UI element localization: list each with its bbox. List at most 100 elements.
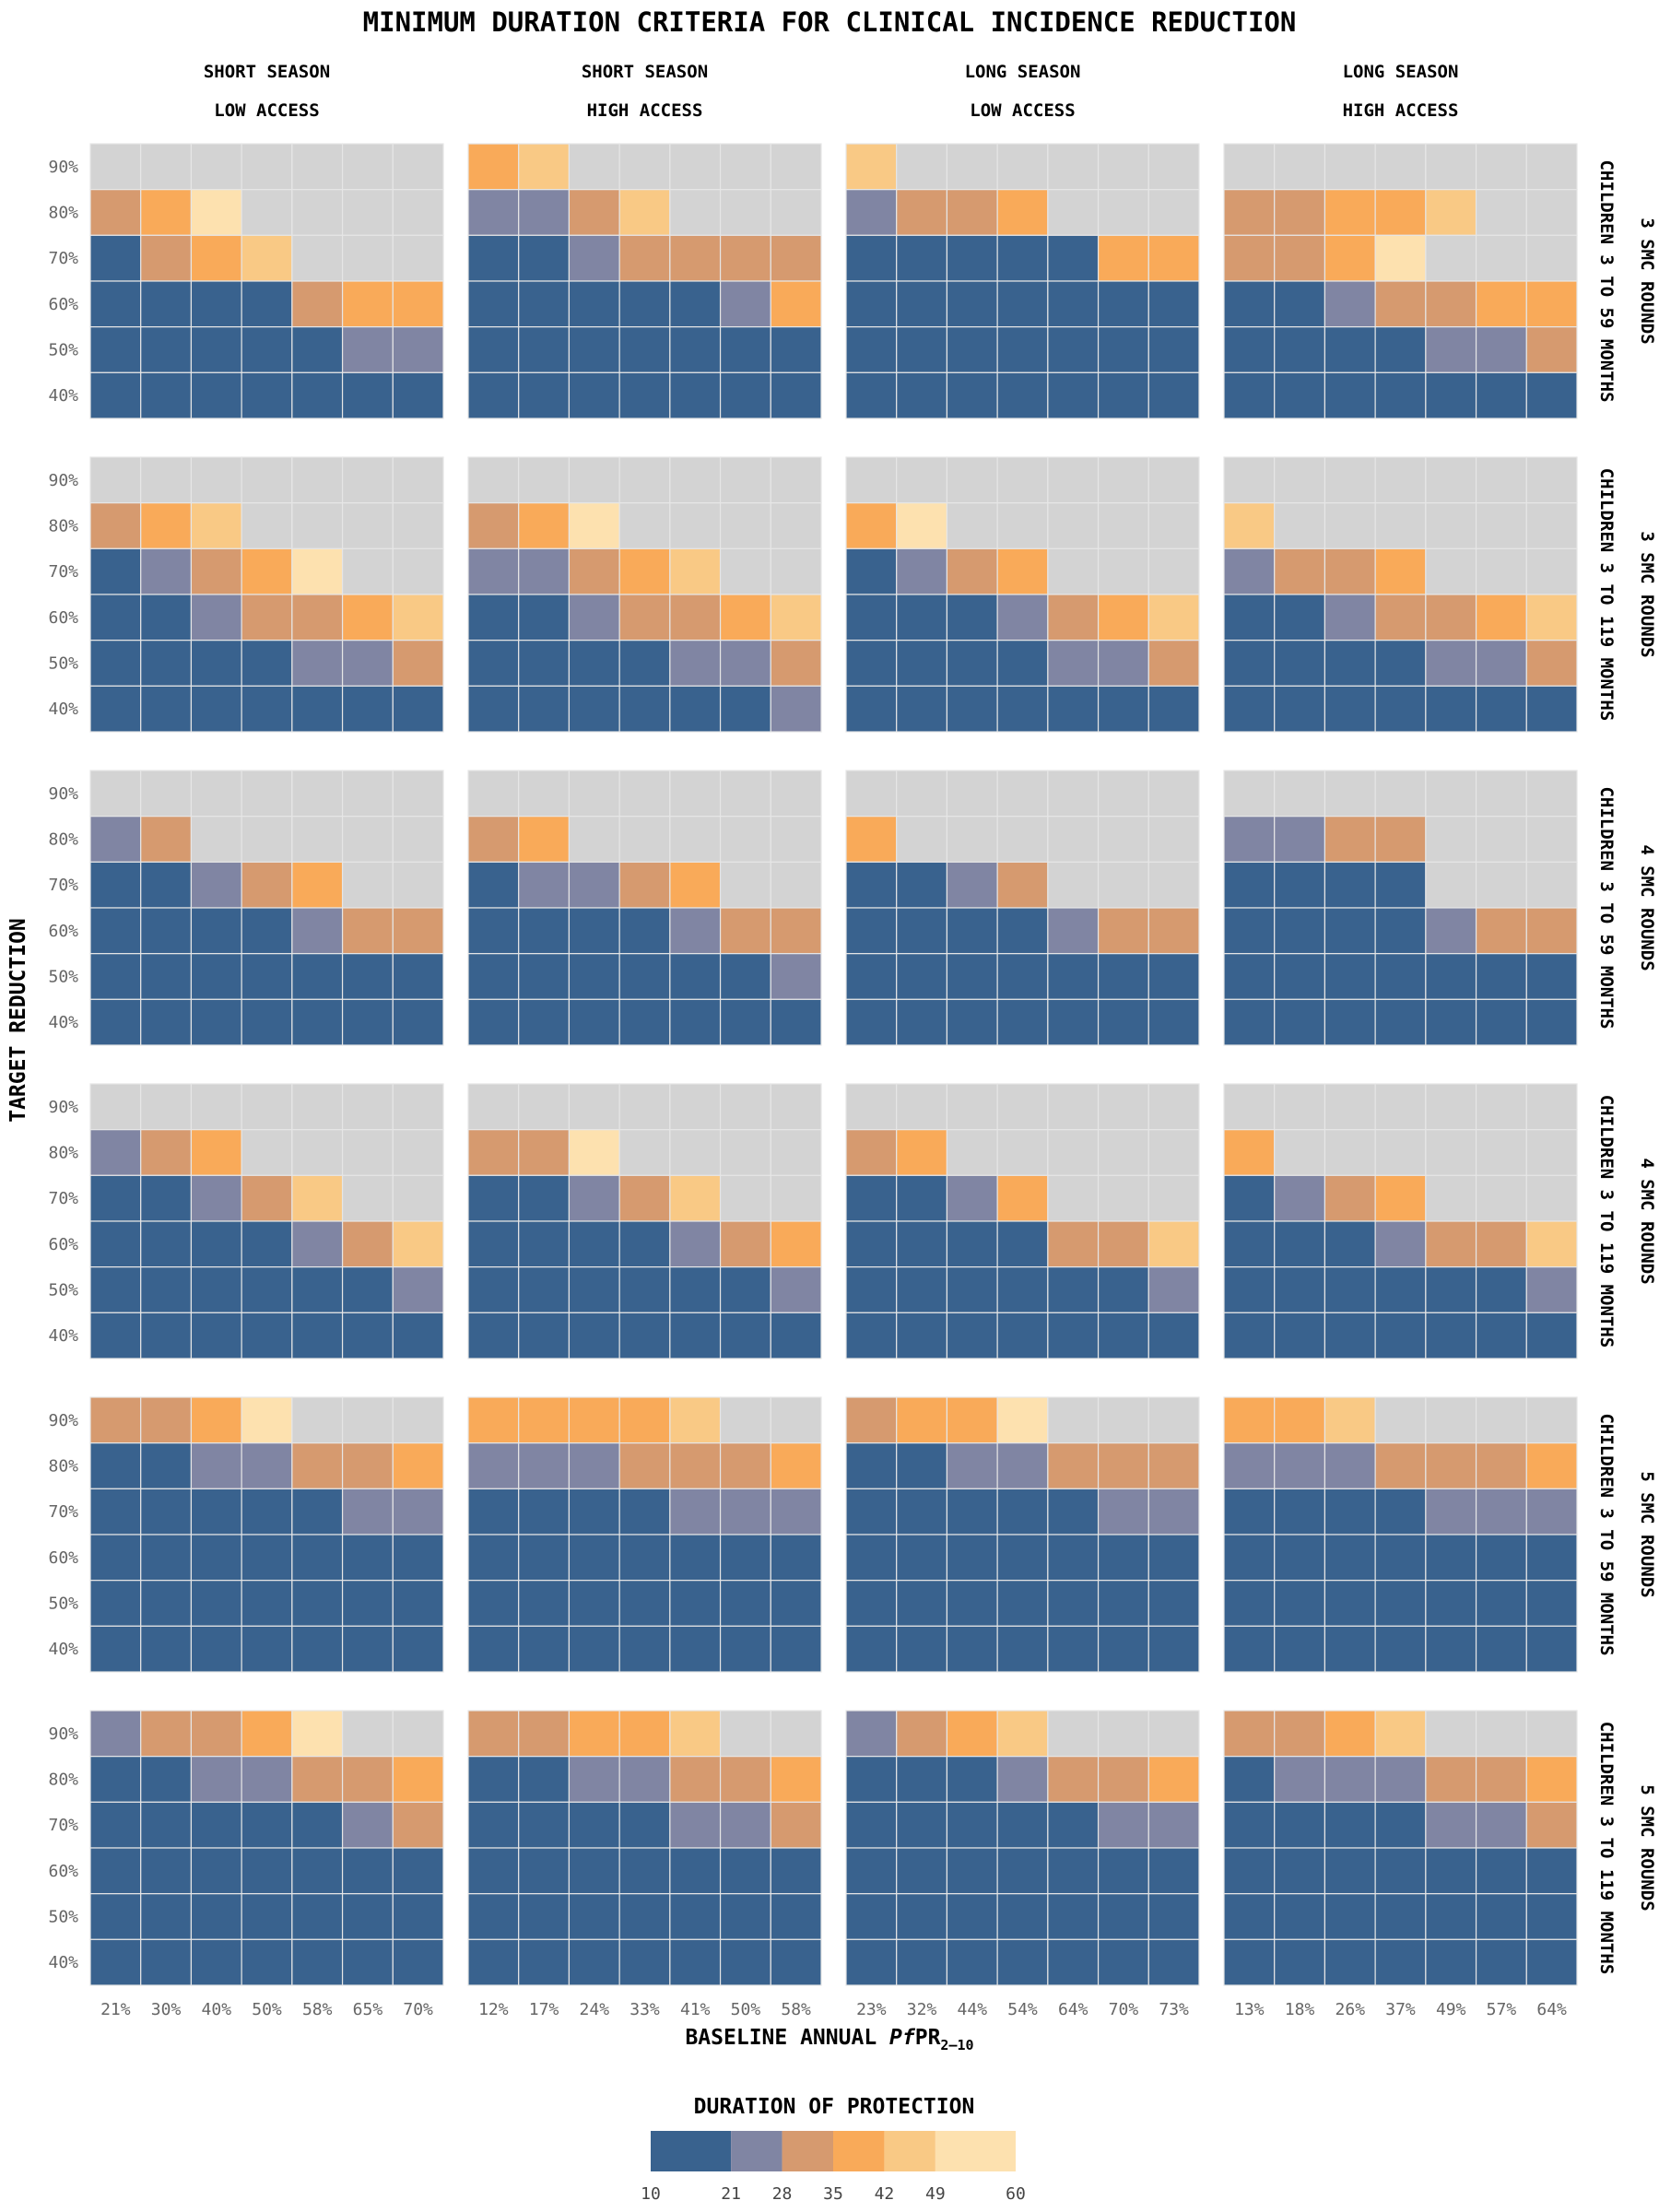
heatmap-cell <box>1475 1625 1527 1673</box>
heatmap-cell <box>1047 547 1100 595</box>
heatmap-cell <box>568 1129 620 1176</box>
heatmap-cell <box>669 547 722 595</box>
heatmap-cell <box>1223 685 1276 733</box>
heatmap-cell <box>719 1580 771 1627</box>
heatmap-cell <box>190 280 242 328</box>
heatmap-panel <box>1223 1083 1578 1359</box>
heatmap-cell <box>669 456 722 504</box>
heatmap-cell <box>1425 816 1477 863</box>
heatmap-cell <box>1223 547 1276 595</box>
heatmap-cell <box>1475 1580 1527 1627</box>
heatmap-cell <box>946 861 998 909</box>
heatmap-cell <box>1525 1938 1578 1986</box>
heatmap-cell <box>719 1801 771 1849</box>
heatmap-cell <box>1047 456 1100 504</box>
heatmap-cell <box>1324 861 1376 909</box>
heatmap-cell <box>467 1625 520 1673</box>
heatmap-cell <box>518 326 571 373</box>
heatmap-cell <box>1324 1396 1376 1444</box>
heatmap-cell <box>618 1534 671 1582</box>
heatmap-cell <box>845 234 898 282</box>
y-tick-label: 70% <box>48 1816 78 1835</box>
heatmap-cell <box>719 371 771 419</box>
heatmap-cell <box>241 816 293 863</box>
row-header-line2: CHILDREN 3 TO 119 MONTHS <box>1596 468 1617 722</box>
heatmap-cell <box>1274 1756 1326 1803</box>
heatmap-cell <box>845 456 898 504</box>
heatmap-cell <box>291 816 344 863</box>
heatmap-cell <box>140 1580 193 1627</box>
heatmap-cell <box>1097 685 1149 733</box>
x-tick-label: 21% <box>100 2000 131 2019</box>
heatmap-cell <box>719 770 771 818</box>
heatmap-cell <box>996 1580 1049 1627</box>
legend-tick-label: 10 <box>641 2184 661 2204</box>
heatmap-cell <box>1097 770 1149 818</box>
heatmap-cell <box>190 1312 242 1359</box>
heatmap-cell <box>996 234 1049 282</box>
column-header-line1: SHORT SEASON <box>204 62 330 82</box>
heatmap-cell <box>467 1488 520 1535</box>
heatmap-cell <box>291 1938 344 1986</box>
heatmap-cell <box>845 1847 898 1895</box>
heatmap-cell <box>1097 1220 1149 1268</box>
heatmap-cell <box>719 326 771 373</box>
x-tick-label: 70% <box>1109 2000 1139 2019</box>
heatmap-cell <box>140 1312 193 1359</box>
heatmap-cell <box>770 189 822 236</box>
heatmap-cell <box>190 1625 242 1673</box>
heatmap-cell <box>190 1893 242 1940</box>
heatmap-cell <box>1324 1174 1376 1222</box>
heatmap-cell <box>996 1220 1049 1268</box>
heatmap-cell <box>1475 189 1527 236</box>
y-tick-label: 50% <box>48 654 78 674</box>
heatmap-panel <box>1223 1710 1578 1986</box>
y-tick-label: 90% <box>48 1411 78 1430</box>
heatmap-cell <box>770 1847 822 1895</box>
heatmap-cell <box>719 1756 771 1803</box>
heatmap-cell <box>896 143 948 191</box>
heatmap-cell <box>719 280 771 328</box>
heatmap-cell <box>1047 1710 1100 1758</box>
heatmap-cell <box>1475 1442 1527 1489</box>
heatmap-cell <box>1274 1893 1326 1940</box>
heatmap-cell <box>1223 234 1276 282</box>
heatmap-cell <box>568 1083 620 1131</box>
heatmap-cell <box>467 770 520 818</box>
heatmap-cell <box>1525 1083 1578 1131</box>
heatmap-cell <box>896 1083 948 1131</box>
heatmap-cell <box>467 1847 520 1895</box>
heatmap-cell <box>1147 685 1200 733</box>
heatmap-cell <box>719 1938 771 1986</box>
heatmap-cell <box>518 1174 571 1222</box>
heatmap-cell <box>392 1396 444 1444</box>
heatmap-cell <box>392 1580 444 1627</box>
heatmap-cell <box>341 998 394 1046</box>
heatmap-cell <box>518 1756 571 1803</box>
y-tick-label: 90% <box>48 784 78 804</box>
heatmap-panel: 90% 80% 70% 60% 50% 40% <box>48 1083 444 1359</box>
heatmap-cell <box>1047 502 1100 549</box>
y-tick-label: 60% <box>48 608 78 628</box>
heatmap-cell <box>1223 1625 1276 1673</box>
heatmap-cell <box>618 861 671 909</box>
heatmap-cell <box>1047 1801 1100 1849</box>
heatmap-cell <box>291 1625 344 1673</box>
heatmap-cell <box>1475 770 1527 818</box>
heatmap-cell <box>1047 143 1100 191</box>
heatmap-cell <box>1525 1756 1578 1803</box>
heatmap-cell <box>1223 1893 1276 1940</box>
heatmap-cell <box>89 1488 142 1535</box>
heatmap-cell <box>1274 1266 1326 1313</box>
heatmap-cell <box>1223 1396 1276 1444</box>
heatmap-cell <box>845 1710 898 1758</box>
heatmap-cell <box>770 1488 822 1535</box>
row-header-line1: 4 SMC ROUNDS <box>1637 844 1657 971</box>
heatmap-cell <box>946 371 998 419</box>
heatmap-cell <box>1274 1488 1326 1535</box>
heatmap-cell <box>1425 326 1477 373</box>
x-tick-label: 57% <box>1487 2000 1517 2019</box>
heatmap-cell <box>1475 1129 1527 1176</box>
heatmap-cell <box>291 371 344 419</box>
heatmap-cell <box>1324 1312 1376 1359</box>
